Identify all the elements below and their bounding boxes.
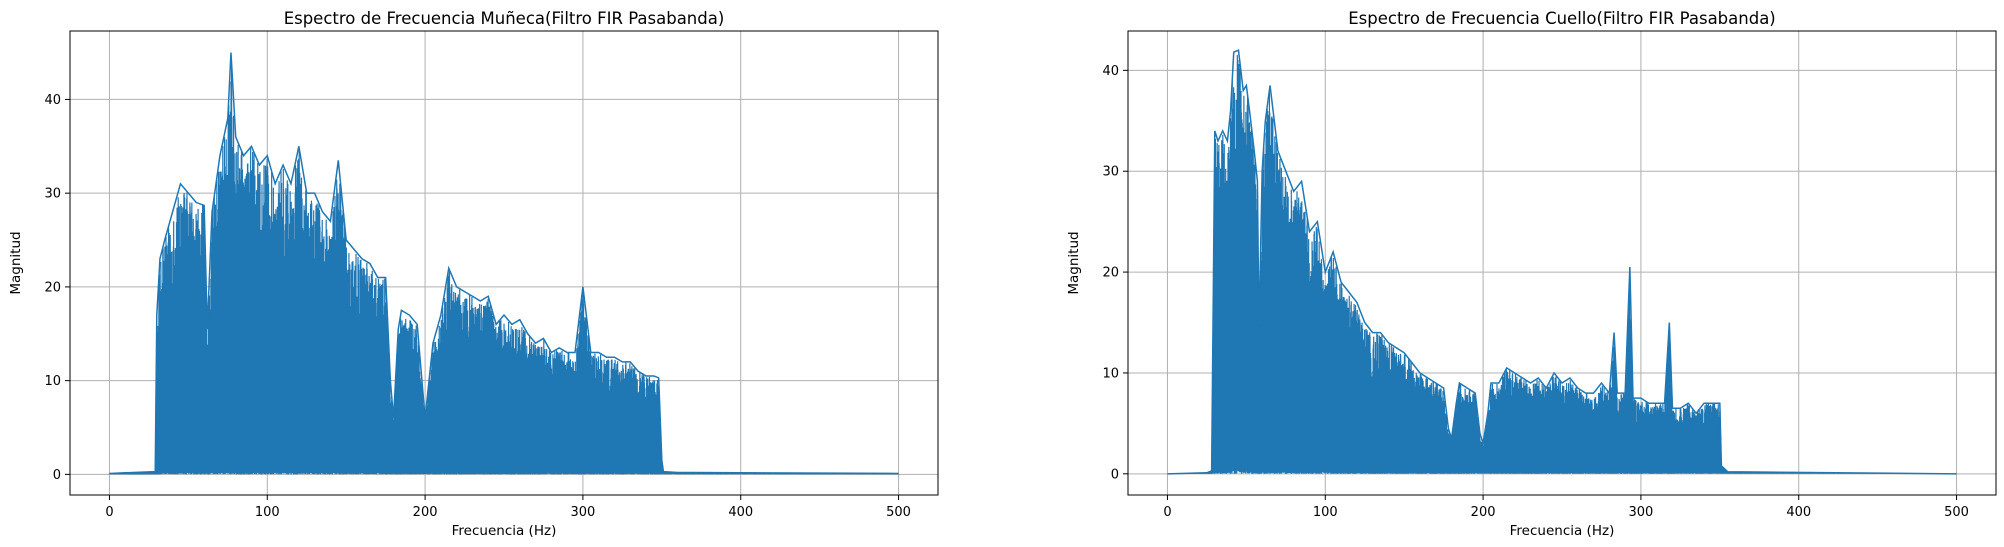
spectrum-peak-envelope: [109, 52, 899, 475]
spectrum-peak-envelope: [1167, 49, 1957, 475]
chart-panel-1: 0 100 200 300 400 500 0 10 20 30 40 Espectro de Fre…: [8, 9, 939, 539]
x-axis-label: Frecuencia (Hz): [1510, 523, 1615, 539]
x-tick-label: 200: [1471, 505, 1496, 520]
y-axis-label: Magnitud: [1066, 231, 1082, 294]
x-tick-label: 200: [413, 505, 438, 520]
x-tick-label: 300: [1628, 505, 1653, 520]
axes-frame: [1127, 30, 1997, 496]
x-tick-label: 500: [1944, 505, 1969, 520]
chart-title: Espectro de Frecuencia Muñeca(Filtro FIR…: [284, 9, 725, 28]
axes-frame: [69, 30, 939, 496]
x-tick-label: 0: [105, 505, 113, 520]
y-tick-label: 0: [53, 468, 61, 483]
y-tick-label: 10: [44, 374, 61, 389]
y-tick-label: 20: [44, 280, 61, 295]
x-tick-label: 0: [1163, 505, 1171, 520]
chart-title: Espectro de Frecuencia Cuello(Filtro FIR…: [1348, 9, 1776, 28]
spectrum-series-line: [108, 67, 899, 475]
x-tick-label: 100: [255, 505, 280, 520]
x-tick-label: 500: [886, 505, 911, 520]
y-tick-label: 30: [44, 187, 61, 202]
y-tick-label: 30: [1102, 165, 1119, 180]
y-tick-label: 20: [1102, 266, 1119, 281]
y-axis-label: Magnitud: [8, 231, 24, 294]
spectrum-series-line: [1167, 54, 1957, 474]
chart-panel-2: 0 100 200 300 400 500 0 10 20 30 40 Espectro de Fre…: [1066, 9, 1997, 539]
y-tick-label: 40: [44, 93, 61, 108]
y-tick-label: 40: [1102, 64, 1119, 79]
x-axis-label: Frecuencia (Hz): [452, 523, 557, 539]
x-tick-label: 400: [1786, 505, 1811, 520]
y-tick-label: 10: [1102, 366, 1119, 381]
y-tick-label: 0: [1111, 467, 1119, 482]
x-tick-label: 400: [728, 505, 753, 520]
x-tick-label: 300: [570, 505, 595, 520]
x-tick-label: 100: [1313, 505, 1338, 520]
